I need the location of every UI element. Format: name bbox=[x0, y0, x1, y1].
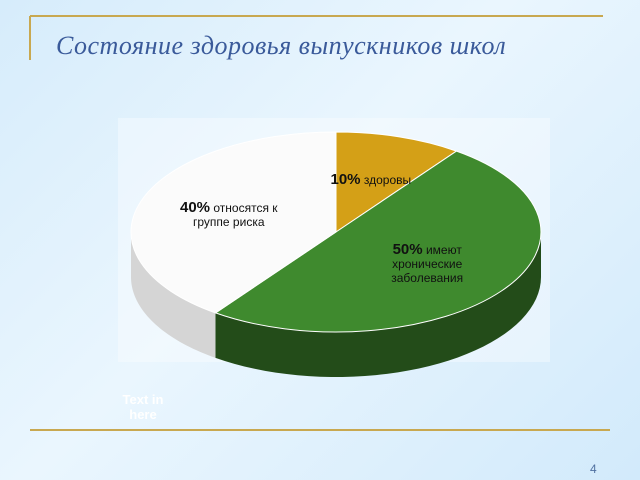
slice-label: 40% относятся к группе риска bbox=[174, 199, 284, 229]
value-label: 50% bbox=[392, 241, 423, 259]
placeholder-text: Text in here bbox=[122, 392, 164, 422]
slice-label: 50% имеют хронические заболевания bbox=[372, 241, 482, 286]
category-label: здоровы bbox=[363, 172, 412, 187]
slide-title: Состояние здоровья выпускников школ bbox=[56, 31, 507, 60]
value-label: 40% bbox=[180, 199, 211, 216]
category-label: имеют хронические заболевания bbox=[391, 243, 464, 286]
value-label: 10% bbox=[330, 170, 361, 188]
pie-slice-side bbox=[215, 232, 541, 377]
pie-slice bbox=[130, 131, 337, 314]
page-number: 4 bbox=[590, 462, 597, 476]
category-label: относятся к группе риска bbox=[193, 201, 278, 229]
pie-slice bbox=[214, 150, 542, 333]
slice-label: 10% здоровы bbox=[316, 170, 426, 188]
pie-slice bbox=[335, 131, 458, 233]
pie-slice-side bbox=[131, 232, 216, 358]
